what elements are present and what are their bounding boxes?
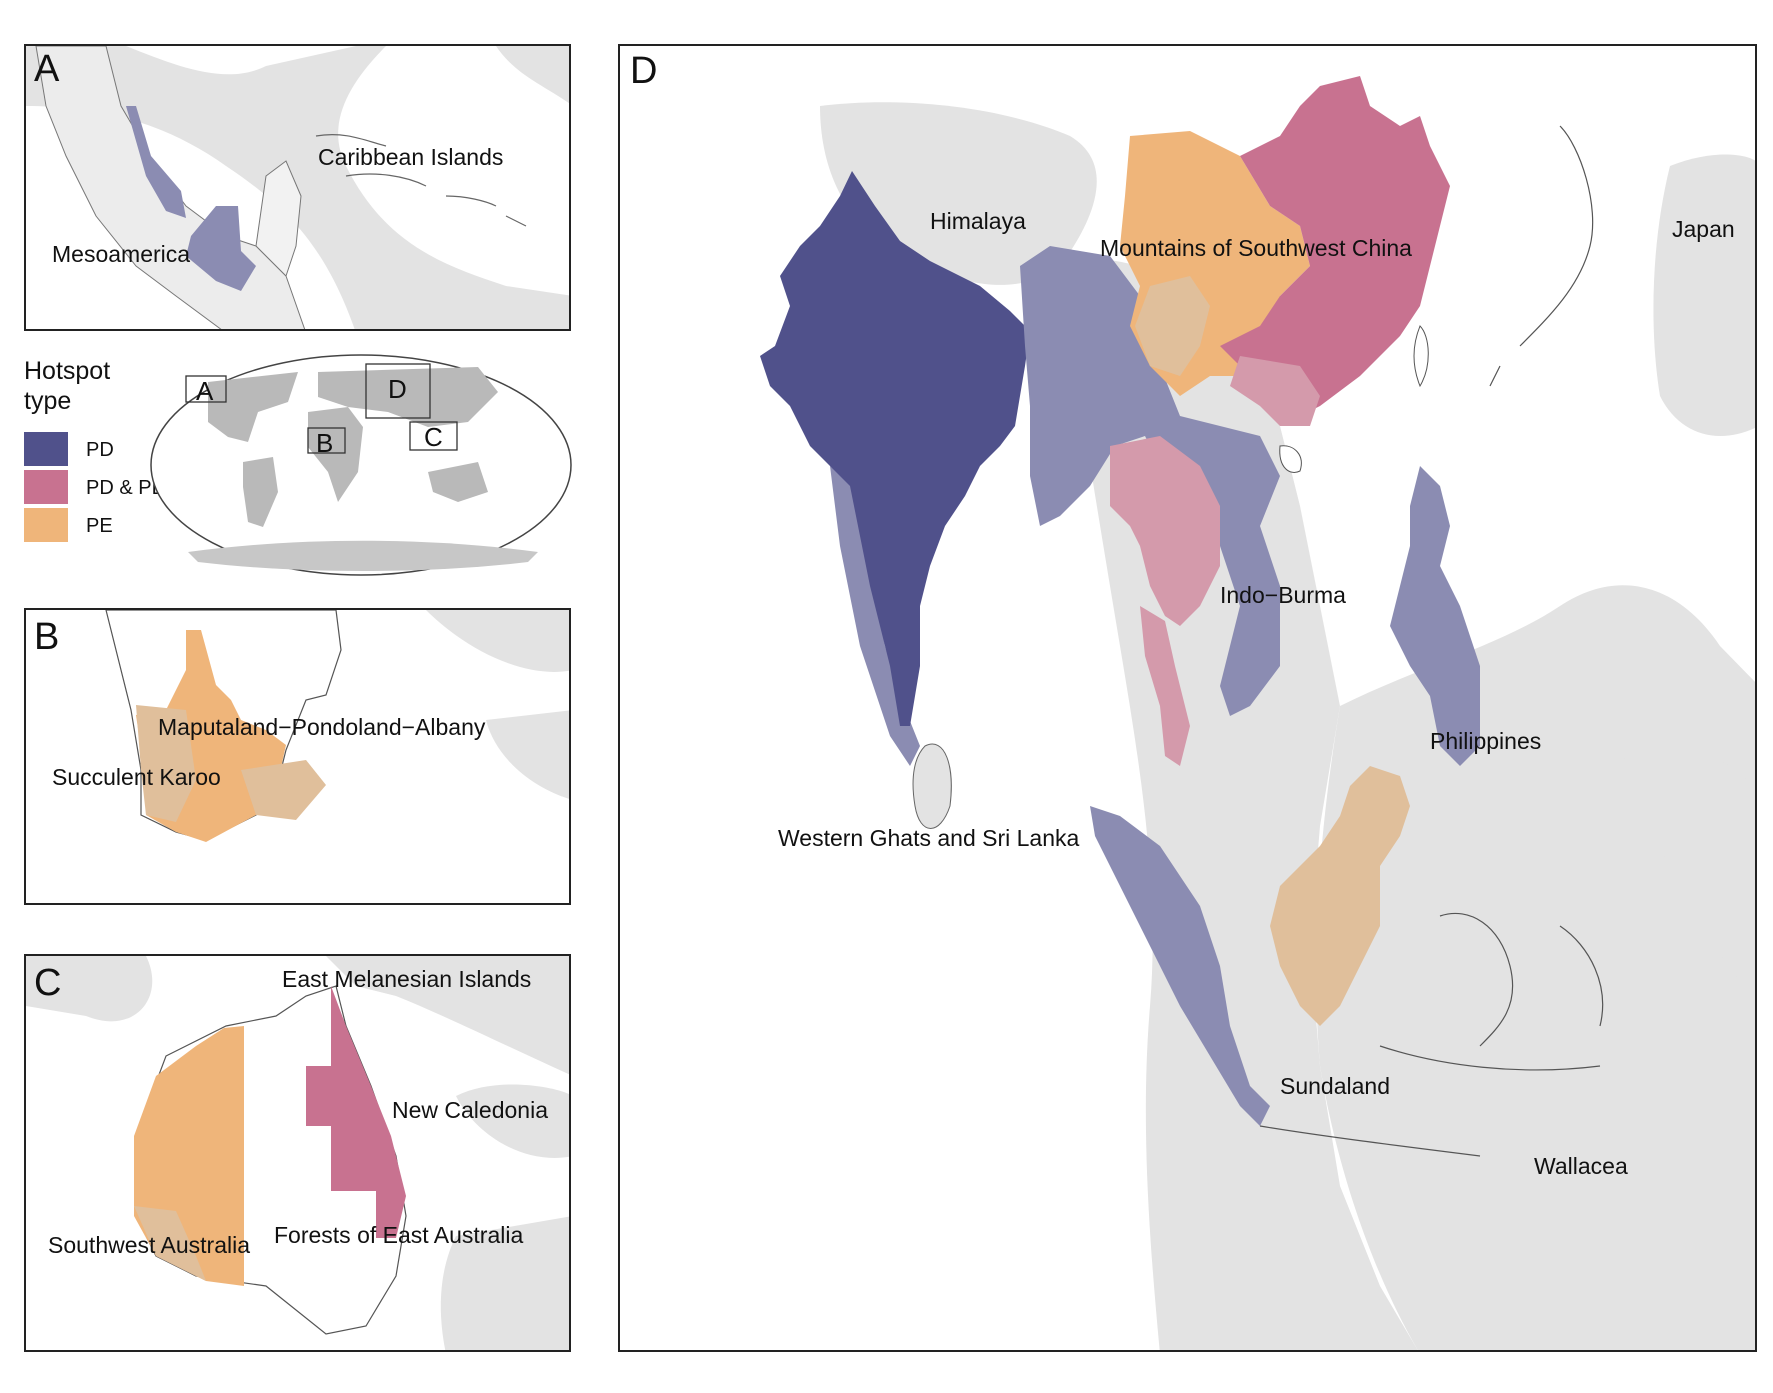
mesoamerica-hotspot-north: [126, 106, 186, 218]
label-wallacea: Wallacea: [1534, 1153, 1628, 1179]
inset-label-c: C: [424, 422, 443, 452]
legend-title-line1: Hotspot: [24, 357, 111, 385]
panel-a-mesoamerica-map: A Caribbean Islands Mesoamerica: [24, 44, 571, 331]
background-band-a2: [496, 46, 569, 104]
panel-letter-b: B: [34, 616, 60, 658]
panel-d-map-svg: [620, 46, 1755, 1350]
south-america-landmass: [243, 457, 278, 527]
indo-burma-pd-pe-region: [1110, 436, 1220, 626]
label-southwest-australia: Southwest Australia: [48, 1232, 251, 1258]
legend-label-pd: PD: [86, 439, 114, 461]
background-band-c3: [456, 1084, 569, 1158]
label-maputaland-pondoland-albany: Maputaland−Pondoland−Albany: [158, 714, 486, 740]
background-band-b2: [486, 710, 569, 799]
inset-box-c: [409, 421, 458, 451]
label-japan: Japan: [1672, 216, 1735, 242]
label-himalaya: Himalaya: [930, 208, 1026, 234]
maritime-asia-band: [1316, 585, 1755, 1350]
panel-letter-a: A: [34, 48, 60, 90]
panel-letter-c: C: [34, 962, 62, 1004]
borneo-sundaland-region: [1270, 766, 1410, 1026]
label-succulent-karoo: Succulent Karoo: [52, 764, 221, 790]
label-east-melanesian-islands: East Melanesian Islands: [282, 966, 532, 992]
inset-label-b: B: [316, 428, 334, 458]
inset-label-a: A: [196, 376, 214, 406]
australia-landmass: [428, 462, 488, 502]
forests-of-east-australia-hotspot: [306, 986, 406, 1238]
label-mountains-of-southwest-china: Mountains of Southwest China: [1100, 235, 1412, 261]
panel-letter-d: D: [630, 50, 658, 92]
africa-landmass: [308, 407, 363, 502]
label-new-caledonia: New Caledonia: [392, 1097, 548, 1123]
background-band-c1: [26, 956, 153, 1022]
philippines-hotspot: [1390, 466, 1480, 766]
southeast-china-pd-pe-region: [1220, 76, 1450, 416]
label-mesoamerica: Mesoamerica: [52, 241, 191, 267]
legend-item-pd: PD: [24, 432, 184, 466]
malay-peninsula-pd-pe-region: [1140, 606, 1190, 766]
legend-label-pe: PE: [86, 515, 113, 537]
legend-item-pd-pe: PD & PE: [24, 470, 184, 504]
legend: Hotspot type PD PD & PE PE: [24, 356, 165, 556]
label-indo-burma: Indo−Burma: [1220, 582, 1346, 608]
legend-swatch-pd-pe: [24, 470, 68, 504]
world-overview-map: A B C D: [148, 352, 574, 578]
south-china-faded-region: [1230, 356, 1320, 426]
legend-swatch-pe: [24, 508, 68, 542]
background-band-b1: [426, 610, 569, 672]
mesoamerica-hotspot-south: [186, 206, 256, 291]
panel-a-map-svg: [26, 46, 569, 329]
eurasia-landmass: [318, 367, 498, 427]
world-map-svg: [150, 354, 572, 576]
sw-china-faded-region: [1135, 276, 1210, 376]
hainan-outline: [1279, 445, 1302, 473]
caribbean-islands-outline: [315, 134, 527, 227]
legend-title-line2: type: [24, 387, 72, 415]
succulent-karoo-hotspot: [136, 705, 196, 822]
inset-box-d: [365, 363, 431, 419]
label-philippines: Philippines: [1430, 728, 1542, 754]
label-western-ghats-and-sri-lanka: Western Ghats and Sri Lanka: [778, 825, 1080, 851]
indo-burma-pd-region: [1020, 246, 1280, 716]
southwest-australia-faded: [134, 1206, 206, 1281]
yucatan-landmass: [255, 160, 302, 277]
panel-b-southern-africa-map: B Maputaland−Pondoland−Albany Succulent …: [24, 608, 571, 905]
background-band-c4: [440, 1216, 569, 1350]
taiwan-outline: [1413, 325, 1429, 388]
legend-item-pe: PE: [24, 508, 184, 542]
wallacea-outlines: [1379, 912, 1604, 1071]
label-sundaland: Sundaland: [1280, 1073, 1390, 1099]
japan-outline: [1489, 125, 1594, 387]
sri-lanka: [912, 743, 952, 829]
antarctica-landmass: [188, 540, 538, 571]
north-america-landmass: [208, 372, 298, 442]
india-pd-region: [760, 171, 1030, 726]
background-band-c2: [326, 956, 569, 1075]
panel-c-australia-map: C East Melanesian Islands New Caledonia …: [24, 954, 571, 1352]
pacific-white-gap: [1440, 76, 1680, 606]
inset-box-a: [185, 375, 227, 403]
legend-swatch-pd: [24, 432, 68, 466]
sumatra-sundaland-region: [1090, 806, 1270, 1126]
japan-band: [1653, 154, 1755, 436]
inset-label-d: D: [388, 374, 407, 404]
pacific-band: [1620, 744, 1755, 1002]
panel-b-map-svg: [105, 610, 569, 842]
java-outline: [1259, 1125, 1481, 1157]
eastern-cape-faded-region: [241, 760, 326, 820]
legend-label-pd-pe: PD & PE: [86, 477, 165, 499]
label-caribbean-islands: Caribbean Islands: [318, 144, 504, 170]
inset-box-b: [307, 427, 346, 454]
panel-c-map-svg: [26, 956, 569, 1350]
label-forests-of-east-australia: Forests of East Australia: [274, 1222, 524, 1248]
panel-d-asia-map: D Himalaya Mountains of Southwest China …: [618, 44, 1757, 1352]
